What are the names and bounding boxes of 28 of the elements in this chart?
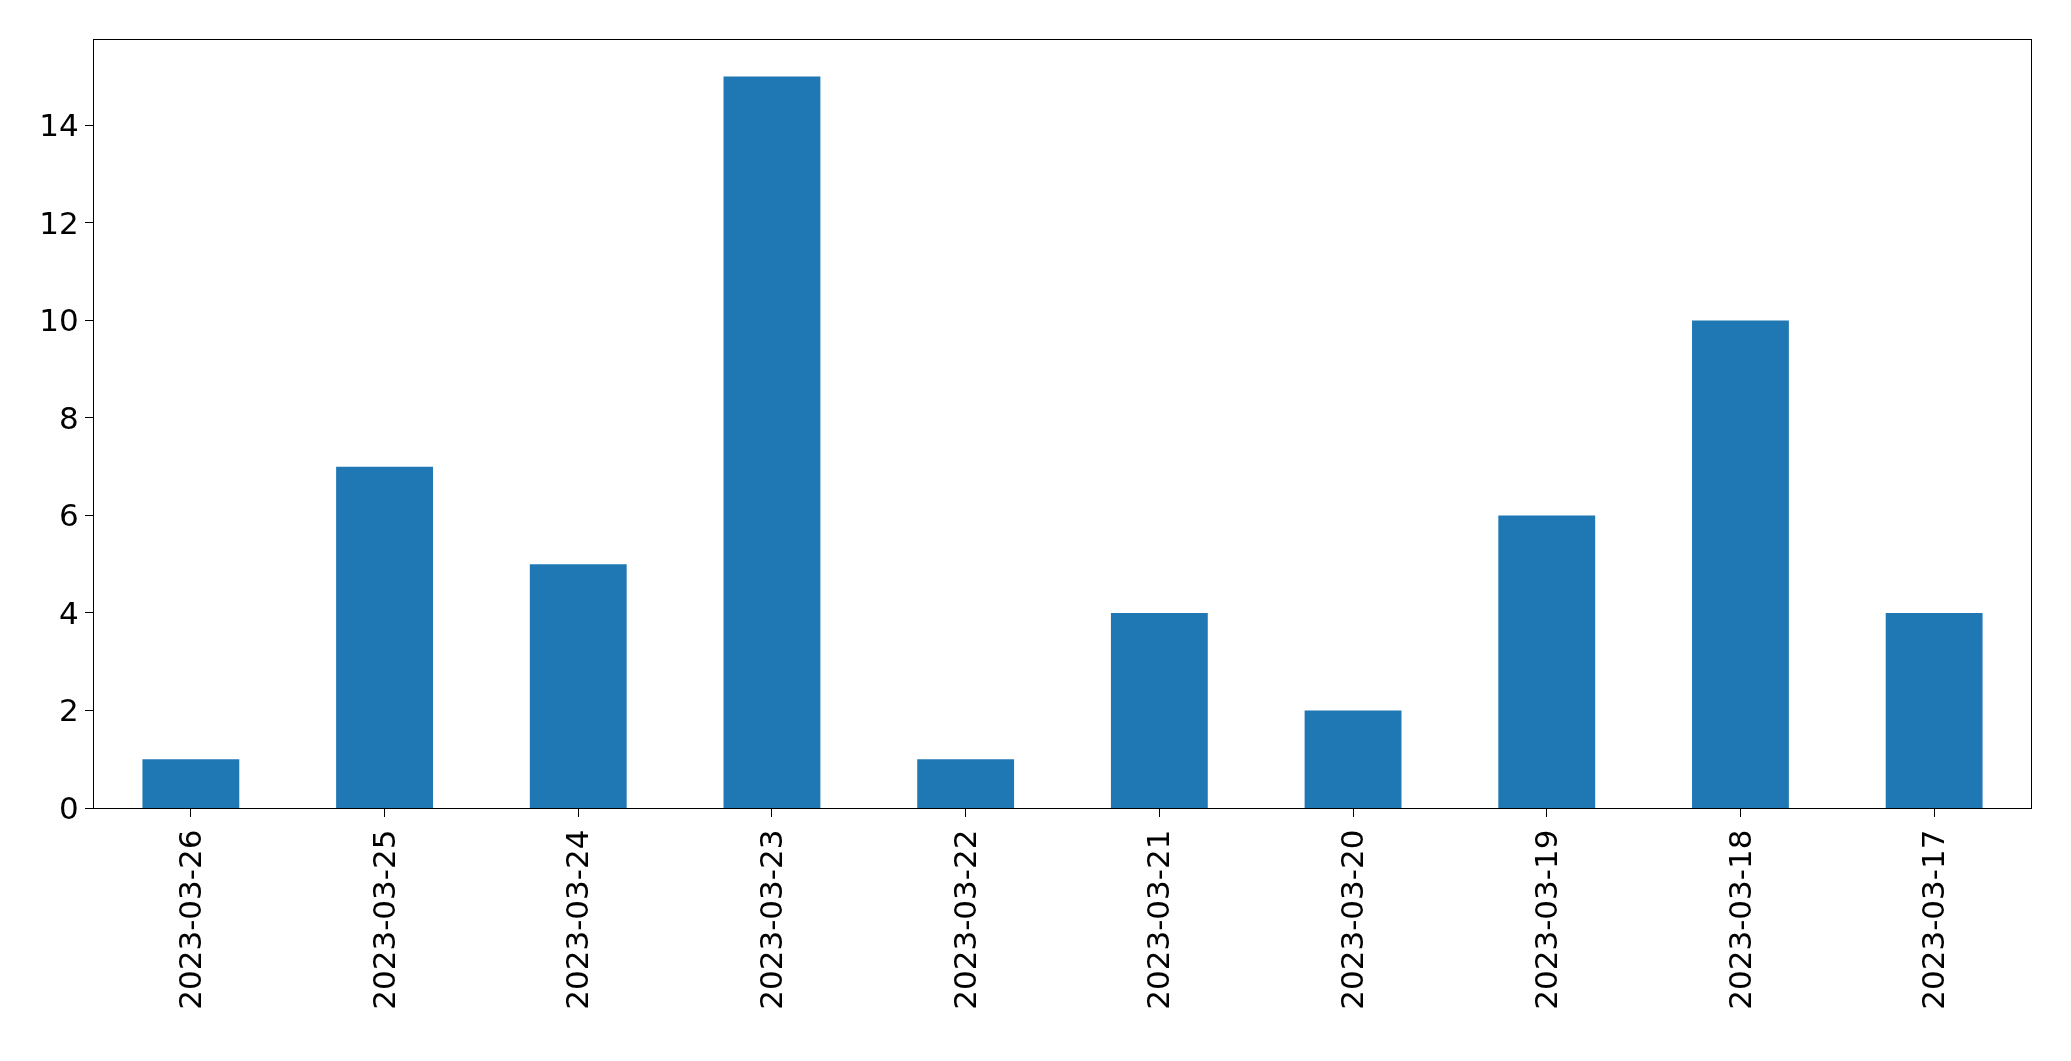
bar xyxy=(1692,320,1789,808)
bar xyxy=(723,76,821,808)
y-tick-label: 2 xyxy=(58,692,79,729)
y-tick-label: 14 xyxy=(39,107,79,144)
x-tick-label: 2023-03-19 xyxy=(1527,829,1564,1010)
y-tick-label: 12 xyxy=(39,204,79,241)
y-tick-label: 10 xyxy=(39,302,79,339)
x-tick-label: 2023-03-25 xyxy=(365,829,402,1010)
x-tick-label: 2023-03-20 xyxy=(1334,829,1371,1010)
x-tick-label: 2023-03-22 xyxy=(946,829,983,1010)
bar xyxy=(1498,515,1596,808)
bar xyxy=(529,564,627,808)
bar xyxy=(336,466,433,808)
bar xyxy=(1885,612,1983,808)
bar xyxy=(1304,710,1402,808)
x-tick-label: 2023-03-18 xyxy=(1721,829,1758,1010)
bar xyxy=(142,759,240,808)
x-tick-label: 2023-03-26 xyxy=(171,829,208,1010)
x-tick-label: 2023-03-24 xyxy=(559,829,596,1010)
bar xyxy=(1110,612,1208,808)
y-tick-label: 4 xyxy=(58,594,79,631)
y-tick-label: 8 xyxy=(58,399,79,436)
y-tick-label: 6 xyxy=(58,497,79,534)
x-tick-label: 2023-03-21 xyxy=(1140,829,1177,1010)
x-tick-label: 2023-03-23 xyxy=(753,829,790,1010)
y-tick-label: 0 xyxy=(58,789,79,826)
bar xyxy=(917,759,1015,808)
x-tick-label: 2023-03-17 xyxy=(1915,829,1952,1010)
